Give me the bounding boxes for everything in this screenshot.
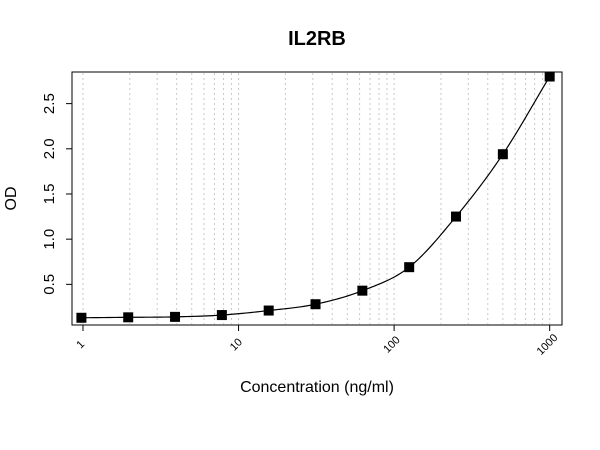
x-tick-label: 1 <box>74 338 87 351</box>
fit-curve <box>81 76 551 319</box>
y-axis: 0.5 1.0 1.5 2.0 2.5 <box>41 93 72 295</box>
data-point <box>263 305 274 316</box>
data-point <box>170 311 181 322</box>
data-point <box>497 149 508 160</box>
data-point <box>544 71 555 82</box>
chart-title: IL2RB <box>288 28 346 50</box>
x-axis: 1 10 100 1000 <box>74 325 560 358</box>
y-tick-label: 0.5 <box>41 274 58 295</box>
data-point <box>451 211 462 222</box>
x-tick-label: 1000 <box>535 332 561 358</box>
data-point <box>123 312 134 323</box>
data-point <box>216 310 227 321</box>
data-point <box>357 285 368 296</box>
y-axis-label: OD <box>3 187 20 211</box>
x-tick-label: 10 <box>228 336 245 353</box>
x-tick-label: 100 <box>381 334 402 355</box>
y-tick-label: 2.5 <box>41 93 58 114</box>
data-points <box>76 71 555 323</box>
plot-frame <box>71 71 563 326</box>
y-tick-label: 2.0 <box>41 138 58 159</box>
grid-group <box>82 73 551 324</box>
data-point <box>404 262 415 273</box>
data-point <box>76 312 87 323</box>
y-tick-label: 1.5 <box>41 184 58 205</box>
data-point <box>310 299 321 310</box>
y-tick-label: 1.0 <box>41 229 58 250</box>
x-axis-label: Concentration (ng/ml) <box>240 379 394 396</box>
